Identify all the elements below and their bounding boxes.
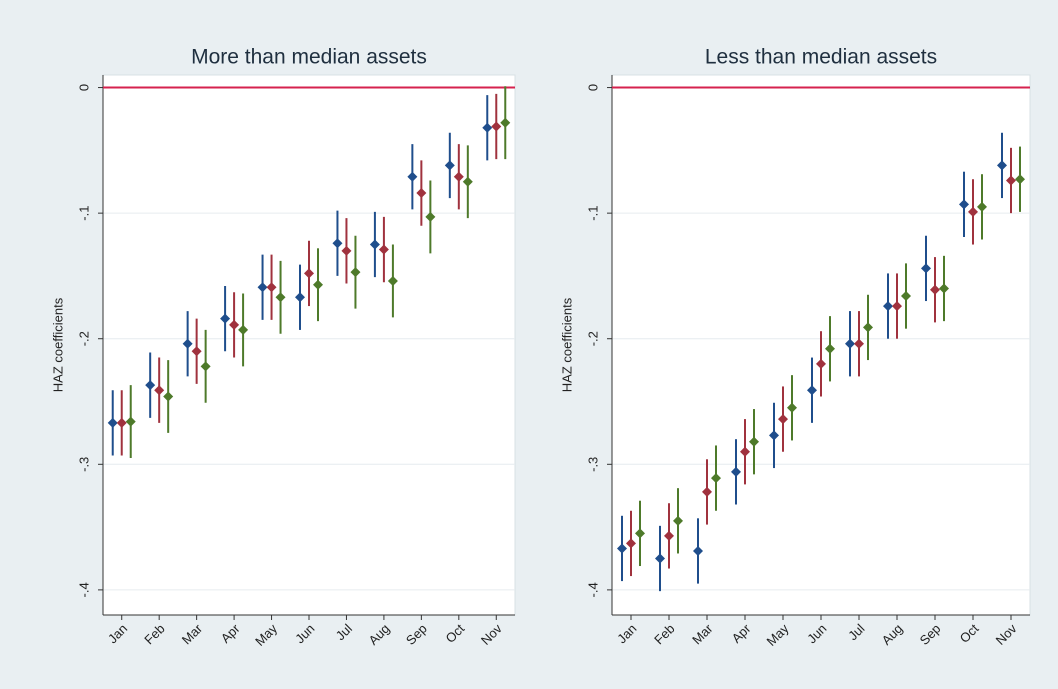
point [145, 380, 156, 391]
point [778, 414, 788, 425]
point [930, 284, 940, 295]
chart-title: More than median assets [191, 46, 427, 69]
point [939, 283, 949, 294]
point [740, 446, 750, 457]
point [378, 244, 389, 255]
point [200, 361, 211, 372]
point [617, 543, 627, 554]
y-tick-label: -.1 [76, 206, 91, 221]
point [444, 160, 455, 171]
point [182, 338, 193, 349]
point [655, 553, 665, 564]
point [711, 473, 721, 484]
point [304, 268, 314, 279]
point [266, 282, 277, 293]
y-tick-label: 0 [76, 84, 91, 91]
point [816, 358, 826, 369]
y-tick-label: -.2 [76, 331, 91, 346]
point [921, 263, 931, 274]
point [997, 160, 1007, 171]
point [369, 239, 380, 250]
y-tick-label: -.2 [585, 331, 600, 346]
point [787, 402, 797, 413]
point [731, 466, 741, 477]
point [977, 201, 987, 212]
point [313, 279, 323, 290]
y-axis-label: HAZ coefficients [50, 297, 65, 392]
y-tick-label: -.3 [76, 457, 91, 472]
y-axis-label: HAZ coefficients [559, 297, 574, 392]
y-tick-label: 0 [585, 84, 600, 91]
point [341, 245, 352, 256]
point [350, 267, 361, 278]
point [491, 121, 502, 132]
point [425, 211, 436, 222]
point [901, 291, 911, 302]
point [453, 171, 464, 182]
point [664, 530, 674, 541]
point [163, 391, 174, 402]
point [845, 338, 855, 349]
point [1015, 174, 1025, 185]
point [229, 319, 240, 330]
point [416, 188, 427, 199]
point [825, 343, 835, 354]
y-tick-label: -.1 [585, 206, 600, 221]
chart-title: Less than median assets [705, 46, 937, 69]
point [407, 171, 418, 182]
point [892, 301, 902, 312]
point [257, 282, 268, 293]
point [220, 313, 231, 324]
point [702, 486, 712, 497]
point [1006, 175, 1016, 186]
point [626, 538, 636, 549]
y-tick-label: -.3 [585, 457, 600, 472]
point [749, 436, 759, 447]
point [863, 322, 873, 333]
point [968, 206, 978, 217]
y-tick-label: -.4 [76, 582, 91, 597]
point [154, 385, 165, 396]
point [635, 528, 645, 539]
point [807, 385, 817, 396]
point [769, 430, 779, 441]
point [107, 417, 118, 428]
point [125, 416, 136, 427]
point [387, 275, 398, 286]
point [959, 199, 969, 210]
point [462, 176, 473, 187]
point [238, 324, 249, 335]
point [854, 338, 864, 349]
point [883, 301, 893, 312]
y-tick-label: -.4 [585, 582, 600, 597]
plot-area [102, 74, 516, 616]
point [116, 417, 127, 428]
point [295, 292, 305, 303]
point [275, 292, 286, 303]
point [191, 346, 202, 357]
point [500, 117, 511, 128]
point [332, 238, 343, 249]
point [693, 545, 703, 556]
point [673, 515, 683, 526]
point [482, 122, 493, 133]
